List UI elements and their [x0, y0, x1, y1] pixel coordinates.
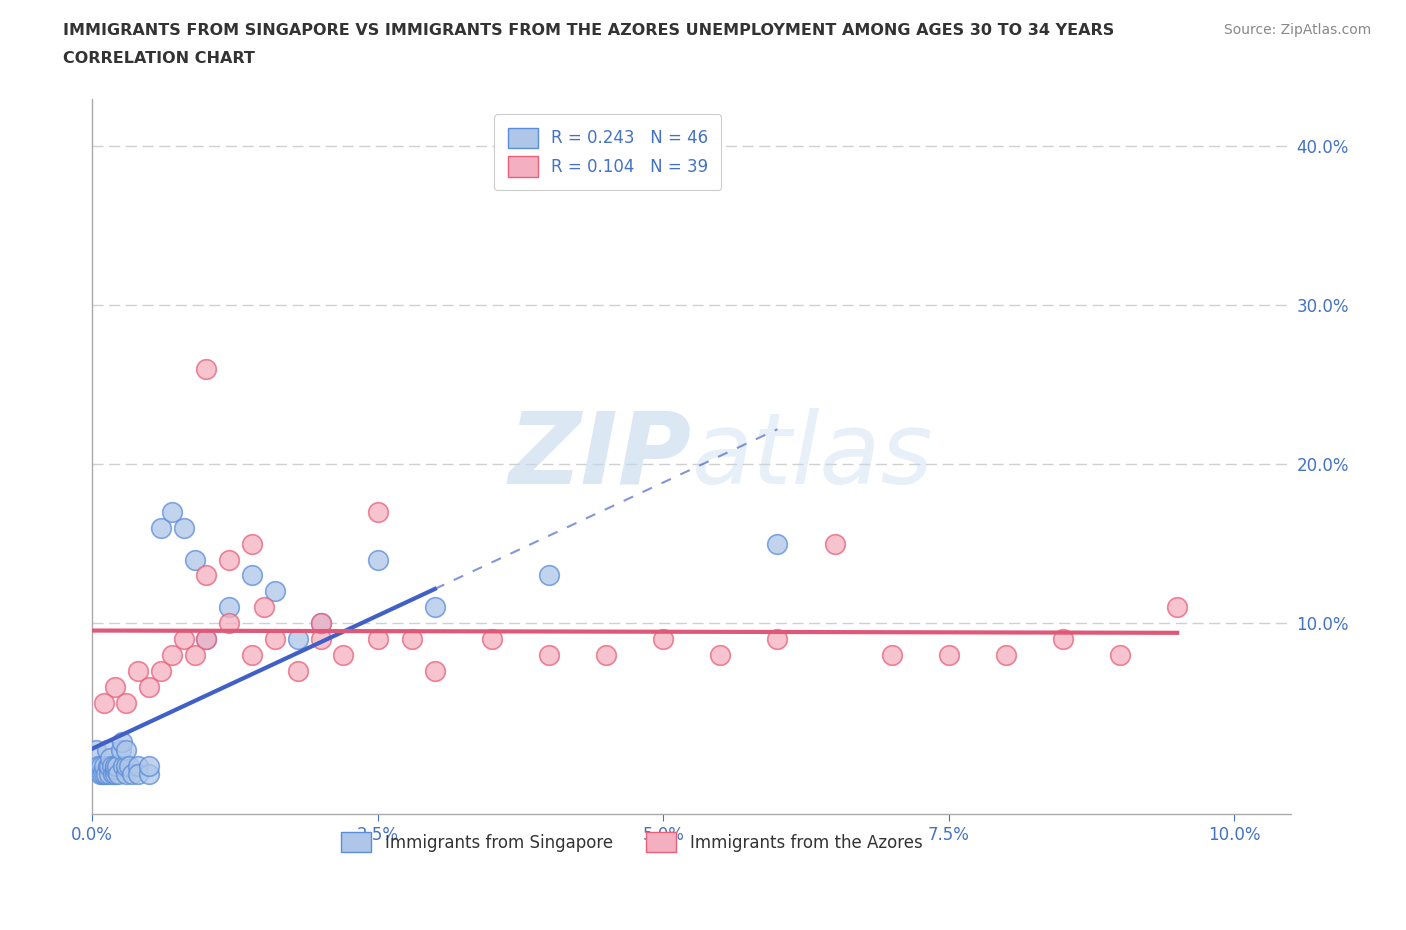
Point	[149, 663, 172, 678]
Point	[127, 766, 149, 781]
Point	[87, 759, 110, 774]
Point	[264, 584, 287, 599]
Point	[287, 663, 309, 678]
Point	[138, 766, 160, 781]
Point	[423, 600, 446, 615]
Point	[98, 759, 121, 774]
Point	[240, 537, 263, 551]
Point	[367, 552, 389, 567]
Point	[93, 759, 115, 774]
Point	[766, 631, 789, 646]
Point	[309, 616, 332, 631]
Point	[423, 663, 446, 678]
Point	[84, 743, 107, 758]
Point	[652, 631, 675, 646]
Point	[195, 362, 218, 377]
Point	[104, 679, 127, 694]
Point	[100, 751, 122, 765]
Point	[121, 766, 143, 781]
Point	[1166, 600, 1188, 615]
Point	[309, 616, 332, 631]
Point	[90, 759, 112, 774]
Legend: Immigrants from Singapore, Immigrants from the Azores: Immigrants from Singapore, Immigrants fr…	[335, 826, 929, 859]
Point	[115, 766, 138, 781]
Point	[110, 743, 132, 758]
Point	[105, 759, 128, 774]
Point	[111, 735, 134, 750]
Point	[880, 647, 903, 662]
Point	[538, 568, 561, 583]
Point	[97, 759, 120, 774]
Point	[218, 600, 240, 615]
Text: CORRELATION CHART: CORRELATION CHART	[63, 51, 254, 66]
Point	[994, 647, 1017, 662]
Point	[264, 631, 287, 646]
Point	[595, 647, 617, 662]
Point	[481, 631, 503, 646]
Point	[240, 568, 263, 583]
Point	[160, 504, 183, 519]
Point	[127, 663, 149, 678]
Point	[160, 647, 183, 662]
Point	[100, 759, 122, 774]
Point	[184, 647, 207, 662]
Point	[138, 759, 160, 774]
Point	[107, 766, 129, 781]
Point	[287, 631, 309, 646]
Point	[104, 762, 127, 777]
Point	[938, 647, 960, 662]
Point	[118, 759, 141, 774]
Text: IMMIGRANTS FROM SINGAPORE VS IMMIGRANTS FROM THE AZORES UNEMPLOYMENT AMONG AGES : IMMIGRANTS FROM SINGAPORE VS IMMIGRANTS …	[63, 23, 1115, 38]
Point	[401, 631, 423, 646]
Point	[173, 631, 195, 646]
Point	[89, 766, 111, 781]
Point	[96, 743, 118, 758]
Point	[218, 552, 240, 567]
Point	[94, 766, 117, 781]
Point	[111, 759, 134, 774]
Point	[127, 759, 149, 774]
Point	[93, 766, 115, 781]
Point	[709, 647, 731, 662]
Point	[104, 766, 127, 781]
Point	[195, 631, 218, 646]
Point	[173, 521, 195, 536]
Point	[91, 766, 114, 781]
Point	[104, 759, 127, 774]
Point	[824, 537, 846, 551]
Point	[766, 537, 789, 551]
Point	[367, 631, 389, 646]
Point	[1109, 647, 1132, 662]
Point	[1052, 631, 1074, 646]
Point	[195, 631, 218, 646]
Point	[93, 695, 115, 710]
Point	[367, 504, 389, 519]
Point	[101, 766, 124, 781]
Point	[184, 552, 207, 567]
Text: Source: ZipAtlas.com: Source: ZipAtlas.com	[1223, 23, 1371, 37]
Point	[240, 647, 263, 662]
Text: ZIP: ZIP	[509, 407, 692, 505]
Point	[252, 600, 274, 615]
Point	[332, 647, 354, 662]
Point	[195, 568, 218, 583]
Point	[149, 521, 172, 536]
Point	[115, 743, 138, 758]
Point	[218, 616, 240, 631]
Point	[309, 631, 332, 646]
Text: atlas: atlas	[692, 407, 934, 505]
Point	[115, 695, 138, 710]
Point	[115, 759, 138, 774]
Point	[538, 647, 561, 662]
Point	[98, 766, 121, 781]
Point	[138, 679, 160, 694]
